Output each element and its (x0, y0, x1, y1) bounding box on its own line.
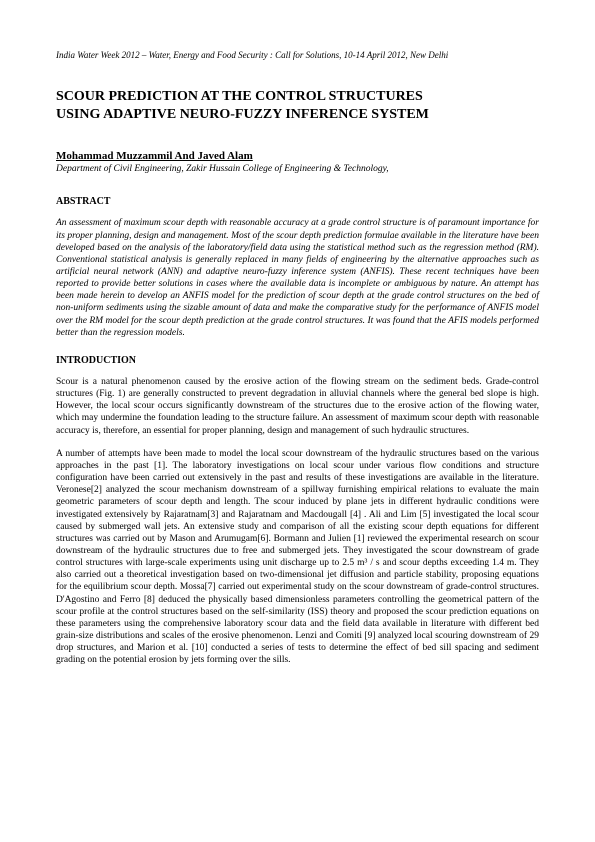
intro-paragraph-1: Scour is a natural phenomenon caused by … (56, 376, 539, 437)
title-line-2: USING ADAPTIVE NEURO-FUZZY INFERENCE SYS… (56, 107, 429, 122)
affiliation: Department of Civil Engineering, Zakir H… (56, 164, 539, 174)
introduction-heading: INTRODUCTION (56, 355, 539, 366)
abstract-text: An assessment of maximum scour depth wit… (56, 217, 539, 339)
conference-header: India Water Week 2012 – Water, Energy an… (56, 50, 539, 60)
abstract-heading: ABSTRACT (56, 196, 539, 207)
authors: Mohammad Muzzammil And Javed Alam (56, 150, 539, 162)
paper-title: SCOUR PREDICTION AT THE CONTROL STRUCTUR… (56, 88, 539, 124)
title-line-1: SCOUR PREDICTION AT THE CONTROL STRUCTUR… (56, 89, 423, 104)
intro-paragraph-2: A number of attempts have been made to m… (56, 448, 539, 667)
